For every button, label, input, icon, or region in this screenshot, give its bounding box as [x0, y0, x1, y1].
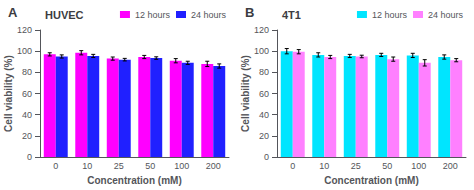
svg-text:20: 20	[22, 131, 32, 141]
svg-text:24 hours: 24 hours	[191, 10, 227, 20]
svg-text:0: 0	[290, 161, 295, 171]
svg-text:40: 40	[259, 110, 269, 120]
svg-text:60: 60	[259, 89, 269, 99]
svg-text:60: 60	[22, 89, 32, 99]
svg-text:100: 100	[254, 46, 269, 56]
svg-text:12 hours: 12 hours	[135, 10, 171, 20]
svg-text:100: 100	[411, 161, 426, 171]
svg-text:100: 100	[174, 161, 189, 171]
svg-text:0: 0	[53, 161, 58, 171]
svg-text:40: 40	[22, 110, 32, 120]
svg-text:80: 80	[22, 67, 32, 77]
svg-text:0: 0	[27, 152, 32, 162]
svg-text:A: A	[8, 5, 18, 20]
svg-text:50: 50	[382, 161, 392, 171]
svg-text:25: 25	[114, 161, 124, 171]
svg-text:120: 120	[17, 25, 32, 35]
svg-text:10: 10	[82, 161, 92, 171]
svg-text:200: 200	[206, 161, 221, 171]
svg-text:B: B	[245, 5, 254, 20]
svg-text:80: 80	[259, 67, 269, 77]
svg-text:120: 120	[254, 25, 269, 35]
svg-text:Cell viability (%): Cell viability (%)	[3, 55, 14, 132]
svg-text:20: 20	[259, 131, 269, 141]
svg-text:HUVEC: HUVEC	[45, 9, 84, 21]
svg-text:Cell viability (%): Cell viability (%)	[240, 55, 251, 132]
svg-text:25: 25	[351, 161, 361, 171]
svg-text:Concentration (mM): Concentration (mM)	[324, 175, 418, 186]
svg-text:50: 50	[145, 161, 155, 171]
svg-text:12 hours: 12 hours	[372, 10, 408, 20]
svg-text:200: 200	[443, 161, 458, 171]
svg-text:Concentration (mM): Concentration (mM)	[87, 175, 181, 186]
svg-text:10: 10	[319, 161, 329, 171]
svg-text:0: 0	[264, 152, 269, 162]
svg-text:4T1: 4T1	[282, 9, 301, 21]
svg-text:100: 100	[17, 46, 32, 56]
svg-text:24 hours: 24 hours	[428, 10, 464, 20]
